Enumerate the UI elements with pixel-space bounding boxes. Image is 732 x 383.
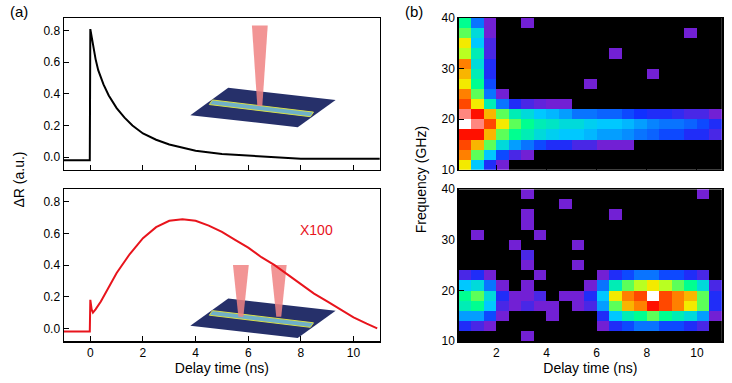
svg-text:Frequency (GHz): Frequency (GHz) [413,126,429,233]
svg-text:4: 4 [192,346,199,360]
svg-text:0.8: 0.8 [43,24,60,38]
svg-text:10: 10 [347,346,361,360]
svg-text:0.8: 0.8 [43,195,60,209]
svg-text:0.2: 0.2 [43,119,60,133]
svg-text:0.0: 0.0 [43,322,60,336]
svg-text:40: 40 [442,11,456,25]
svg-text:0: 0 [87,346,94,360]
svg-text:8: 8 [298,346,305,360]
svg-text:0.0: 0.0 [43,150,60,164]
svg-text:30: 30 [442,233,456,247]
svg-text:30: 30 [442,62,456,76]
svg-text:20: 20 [442,112,456,126]
svg-text:0.4: 0.4 [43,87,60,101]
svg-text:10: 10 [690,346,704,360]
svg-text:2: 2 [140,346,147,360]
svg-text:40: 40 [442,182,456,196]
svg-text:X100: X100 [300,222,333,238]
svg-text:6: 6 [245,346,252,360]
svg-text:ΔR (a.u.): ΔR (a.u.) [11,151,27,207]
svg-text:(a): (a) [10,3,28,20]
svg-text:Delay time (ns): Delay time (ns) [175,360,269,376]
svg-text:0.6: 0.6 [43,227,60,241]
svg-text:0.4: 0.4 [43,258,60,272]
svg-text:10: 10 [442,163,456,177]
svg-text:20: 20 [442,284,456,298]
svg-text:6: 6 [593,346,600,360]
svg-text:8: 8 [643,346,650,360]
svg-text:4: 4 [543,346,550,360]
svg-text:0.6: 0.6 [43,55,60,69]
svg-text:10: 10 [442,334,456,348]
svg-text:(b): (b) [405,3,423,20]
svg-text:Delay time (ns): Delay time (ns) [543,360,637,376]
svg-text:0.2: 0.2 [43,290,60,304]
svg-text:2: 2 [493,346,500,360]
